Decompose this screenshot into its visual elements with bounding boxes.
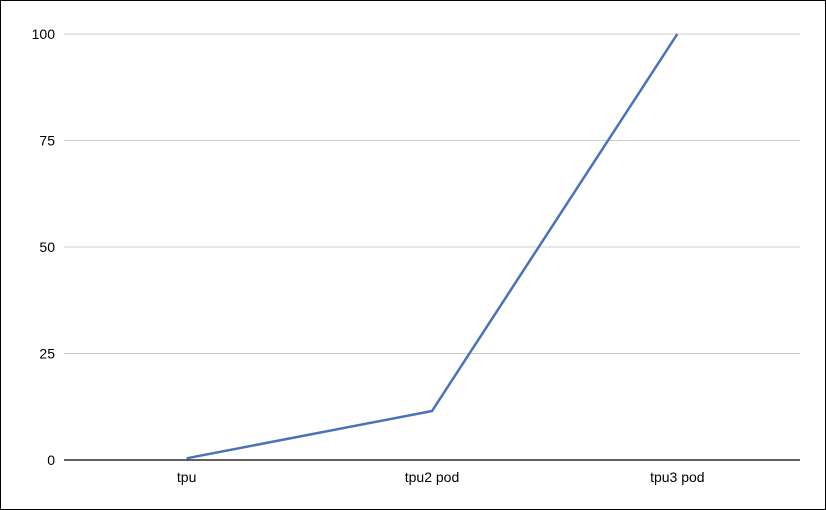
y-axis-ticks: 0 25 50 75 100: [32, 26, 56, 468]
x-tick-label: tpu2 pod: [405, 469, 460, 485]
x-tick-label: tpu: [177, 469, 196, 485]
y-tick-label: 75: [39, 133, 55, 149]
x-axis-ticks: tpu tpu2 pod tpu3 pod: [177, 469, 705, 485]
series-layer: [186, 33, 679, 460]
y-tick-label: 0: [47, 452, 55, 468]
y-tick-label: 25: [39, 346, 55, 362]
y-tick-label: 50: [39, 239, 55, 255]
y-tick-label: 100: [32, 26, 56, 42]
x-tick-label: tpu3 pod: [650, 469, 705, 485]
gridlines: [64, 33, 800, 461]
series-line: [186, 33, 679, 460]
